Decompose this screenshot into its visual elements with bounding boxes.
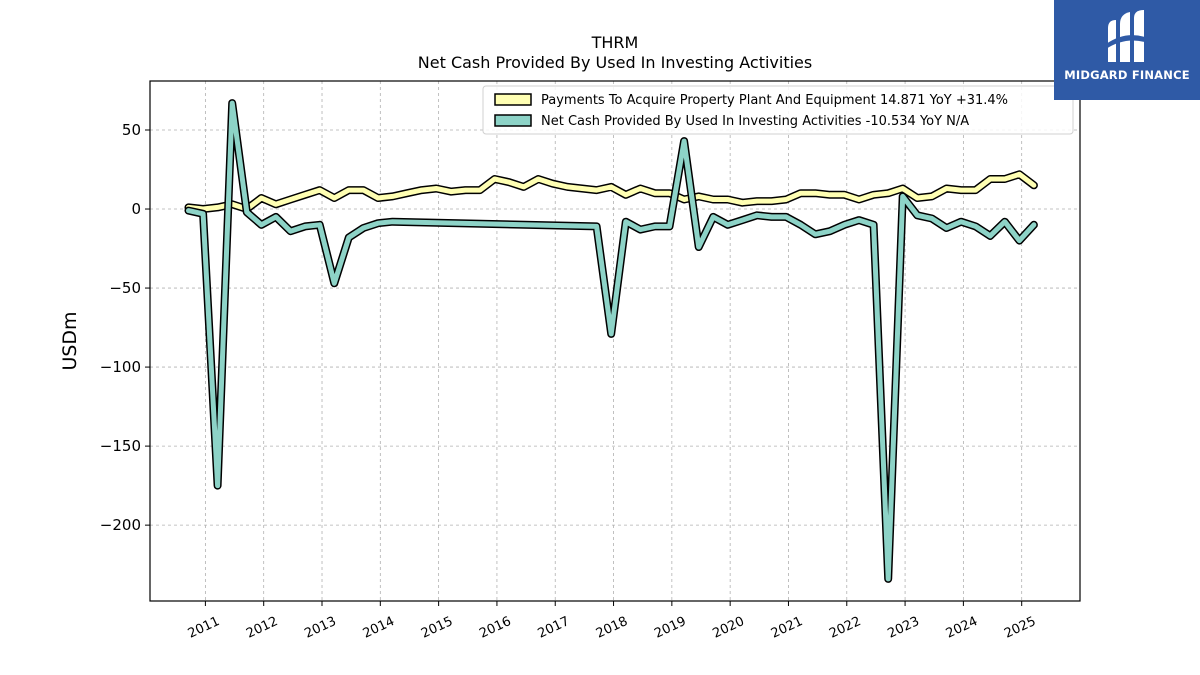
chart-title: THRM	[591, 33, 639, 52]
plot-frame	[149, 80, 1081, 602]
legend-swatch-ppe	[494, 93, 532, 106]
x-tick-label: 2011	[186, 614, 222, 642]
x-tick-label: 2013	[302, 614, 338, 642]
x-tick-label: 2012	[244, 614, 280, 642]
chart-subtitle: Net Cash Provided By Used In Investing A…	[418, 53, 812, 72]
x-tick-label: 2024	[944, 614, 980, 642]
x-tick-label: 2019	[652, 614, 688, 642]
x-tick-label: 2021	[769, 614, 805, 642]
legend-box	[482, 85, 1074, 135]
legend: Payments To Acquire Property Plant And E…	[482, 85, 1074, 135]
logo-mark-icon	[1106, 10, 1148, 62]
series-line-outline	[184, 99, 1038, 583]
legend-label-investing: Net Cash Provided By Used In Investing A…	[541, 114, 969, 129]
x-tick-label: 2016	[477, 614, 513, 642]
y-tick-label: −100	[100, 358, 141, 376]
legend-swatch-investing	[494, 114, 532, 127]
logo-text: MIDGARD FINANCE	[1064, 68, 1190, 82]
y-tick-label: −150	[100, 437, 141, 455]
x-axis: 2011 2012 2013 2014 2015 2016 2017 2018 2019 2020…	[186, 601, 1038, 642]
x-tick-label: 2014	[361, 614, 397, 642]
y-tick-label: 0	[131, 200, 141, 218]
y-tick-label: 50	[122, 121, 141, 139]
grid	[150, 81, 1080, 601]
legend-label-ppe: Payments To Acquire Property Plant And E…	[541, 93, 1008, 108]
x-tick-label: 2015	[419, 614, 455, 642]
midgard-finance-logo: MIDGARD FINANCE	[1054, 0, 1200, 100]
x-tick-label: 2018	[594, 614, 630, 642]
x-tick-label: 2020	[711, 614, 747, 642]
series-line	[186, 100, 1037, 582]
x-tick-label: 2017	[536, 614, 572, 642]
x-tick-label: 2022	[827, 614, 863, 642]
x-tick-label: 2023	[885, 614, 921, 642]
series-lines	[184, 99, 1038, 583]
y-axis: 50 0 −50 −100 −150 −200	[100, 121, 150, 534]
x-tick-label: 2025	[1002, 614, 1038, 642]
y-axis-label: USDm	[59, 311, 81, 370]
series-line	[186, 171, 1037, 212]
y-tick-label: −50	[109, 279, 141, 297]
y-tick-label: −200	[100, 516, 141, 534]
